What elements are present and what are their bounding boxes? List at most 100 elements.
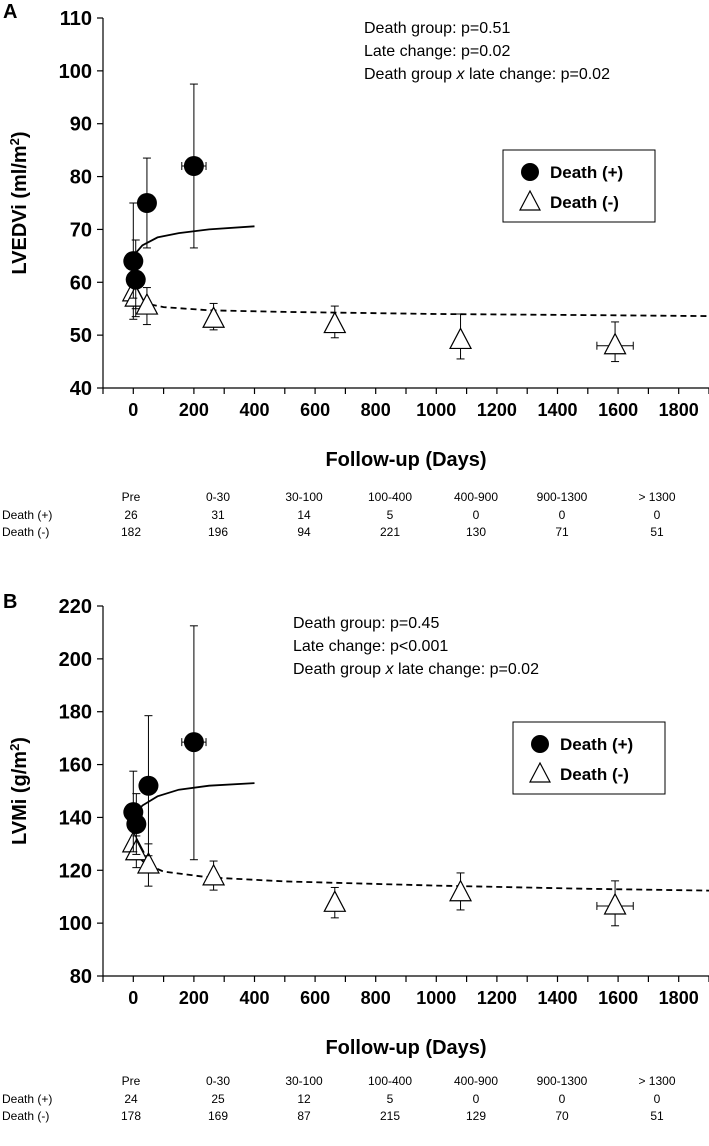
x-tick-label: 400 [239,400,269,420]
table-cell: 51 [650,1109,664,1123]
stats-annotation: Death group: p=0.51 [364,20,510,37]
legend-label: Death (+) [550,163,623,182]
table-cell: 0 [472,1092,480,1106]
table-column-header: > 1300 [638,490,676,504]
x-tick-label: 1800 [659,400,699,420]
death-neg-point [323,890,347,912]
y-tick-label: 70 [70,219,92,241]
table-header-row: Pre 0-30 30-100 100-400 400-900 900-1300 > 130… [0,1074,709,1090]
table-column-header: Pre [121,1074,141,1088]
table-cell: 0 [472,508,480,522]
legend-triangle-marker [529,761,551,783]
legend-circle-marker [521,163,539,181]
x-tick-label: 1200 [477,400,517,420]
table-cell: 70 [555,1109,569,1123]
table-header-row: Pre 0-30 30-100 100-400 400-900 900-1300 > 130… [0,490,709,506]
table-column-header: Pre [121,490,141,504]
stats-annotation: Death group: p=0.45 [293,615,439,632]
table-cell: 196 [207,525,229,539]
table-row-label: Death (-) [2,525,50,539]
death-neg-point [603,332,627,355]
stats-annotation: Late change: p<0.001 [293,638,448,655]
table-cell: 221 [379,525,401,539]
death-neg-point [136,851,160,874]
y-axis-title: LVMi (g/m2) [7,737,32,845]
death-pos-point [126,814,147,835]
y-tick-label: 80 [70,167,92,189]
table-column-header: 400-900 [453,490,499,504]
lvmi-chart: B 80 100 120 140 160 180 200 220 0 200 400 600 800 100… [3,591,709,1059]
table-cell: 0 [558,1092,566,1106]
table-cell: 0 [653,1092,661,1106]
death-pos-point [183,732,204,753]
table-row-label: Death (-) [2,1109,50,1123]
death-neg-point [202,305,226,328]
table-cell: 178 [120,1109,142,1123]
table-cell: 5 [386,1092,394,1106]
x-tick-label: 400 [239,988,269,1008]
table-column-header: > 1300 [638,1074,676,1088]
legend-label: Death (-) [550,193,619,212]
table-cell: 130 [465,525,487,539]
table-column-header: 900-1300 [536,490,588,504]
death-pos-point [123,251,144,272]
table-column-header: 0-30 [205,490,231,504]
x-tick-label: 1000 [416,400,456,420]
x-tick-label: 0 [128,400,138,420]
table-cell: 51 [650,525,664,539]
death-pos-point [125,269,146,290]
table-column-header: 100-400 [367,1074,413,1088]
x-axis-title: Follow-up (Days) [325,449,486,471]
table-cell: 5 [386,508,394,522]
table-cell: 12 [297,1092,311,1106]
table-column-header: 900-1300 [536,1074,588,1088]
death-neg-fit-curve [132,294,709,317]
table-cell: 87 [297,1109,311,1123]
table-cell: 0 [653,508,661,522]
death-neg-point [449,879,473,902]
y-tick-label: 160 [59,755,92,777]
legend-label: Death (-) [560,765,629,784]
stats-annotation: Death group x late change: p=0.02 [364,66,610,83]
y-tick-label: 200 [59,649,92,671]
y-tick-label: 50 [70,325,92,347]
x-tick-label: 1400 [537,988,577,1008]
y-tick-label: 100 [59,913,92,935]
table-column-header: 30-100 [285,1074,323,1088]
x-tick-label: 600 [300,400,330,420]
table-cell: 215 [379,1109,401,1123]
x-axis-title: Follow-up (Days) [325,1037,486,1059]
table-column-header: 400-900 [453,1074,499,1088]
stats-annotation: Late change: p=0.02 [364,43,510,60]
table-row: Death (+) 26 31 14 5 0 0 0 [0,508,709,524]
x-tick-label: 1200 [477,988,517,1008]
x-tick-label: 800 [361,400,391,420]
table-cell: 182 [120,525,142,539]
table-cell: 14 [297,508,311,522]
x-tick-label: 200 [179,400,209,420]
y-tick-label: 40 [70,378,92,400]
x-tick-label: 1000 [416,988,456,1008]
x-tick-label: 1600 [598,400,638,420]
table-row-label: Death (+) [2,508,53,522]
table-cell: 94 [297,525,311,539]
x-tick-label: 200 [179,988,209,1008]
table-cell: 0 [558,508,566,522]
stats-annotation: Death group x late change: p=0.02 [293,661,539,678]
legend-triangle-marker [519,189,541,211]
panel-label: A [3,1,17,23]
table-cell: 25 [211,1092,225,1106]
table-cell: 129 [465,1109,487,1123]
panel-label: B [3,591,17,613]
table-row: Death (-) 182 196 94 221 130 71 51 [0,525,709,541]
x-tick-label: 1800 [659,988,699,1008]
table-cell: 31 [211,508,225,522]
death-neg-point [202,863,226,886]
y-tick-label: 60 [70,272,92,294]
death-neg-point [449,327,473,350]
table-column-header: 0-30 [205,1074,231,1088]
table-cell: 26 [124,508,138,522]
table-column-header: 100-400 [367,490,413,504]
death-neg-point [323,311,347,334]
table-row: Death (-) 178 169 87 215 129 70 51 [0,1109,709,1125]
